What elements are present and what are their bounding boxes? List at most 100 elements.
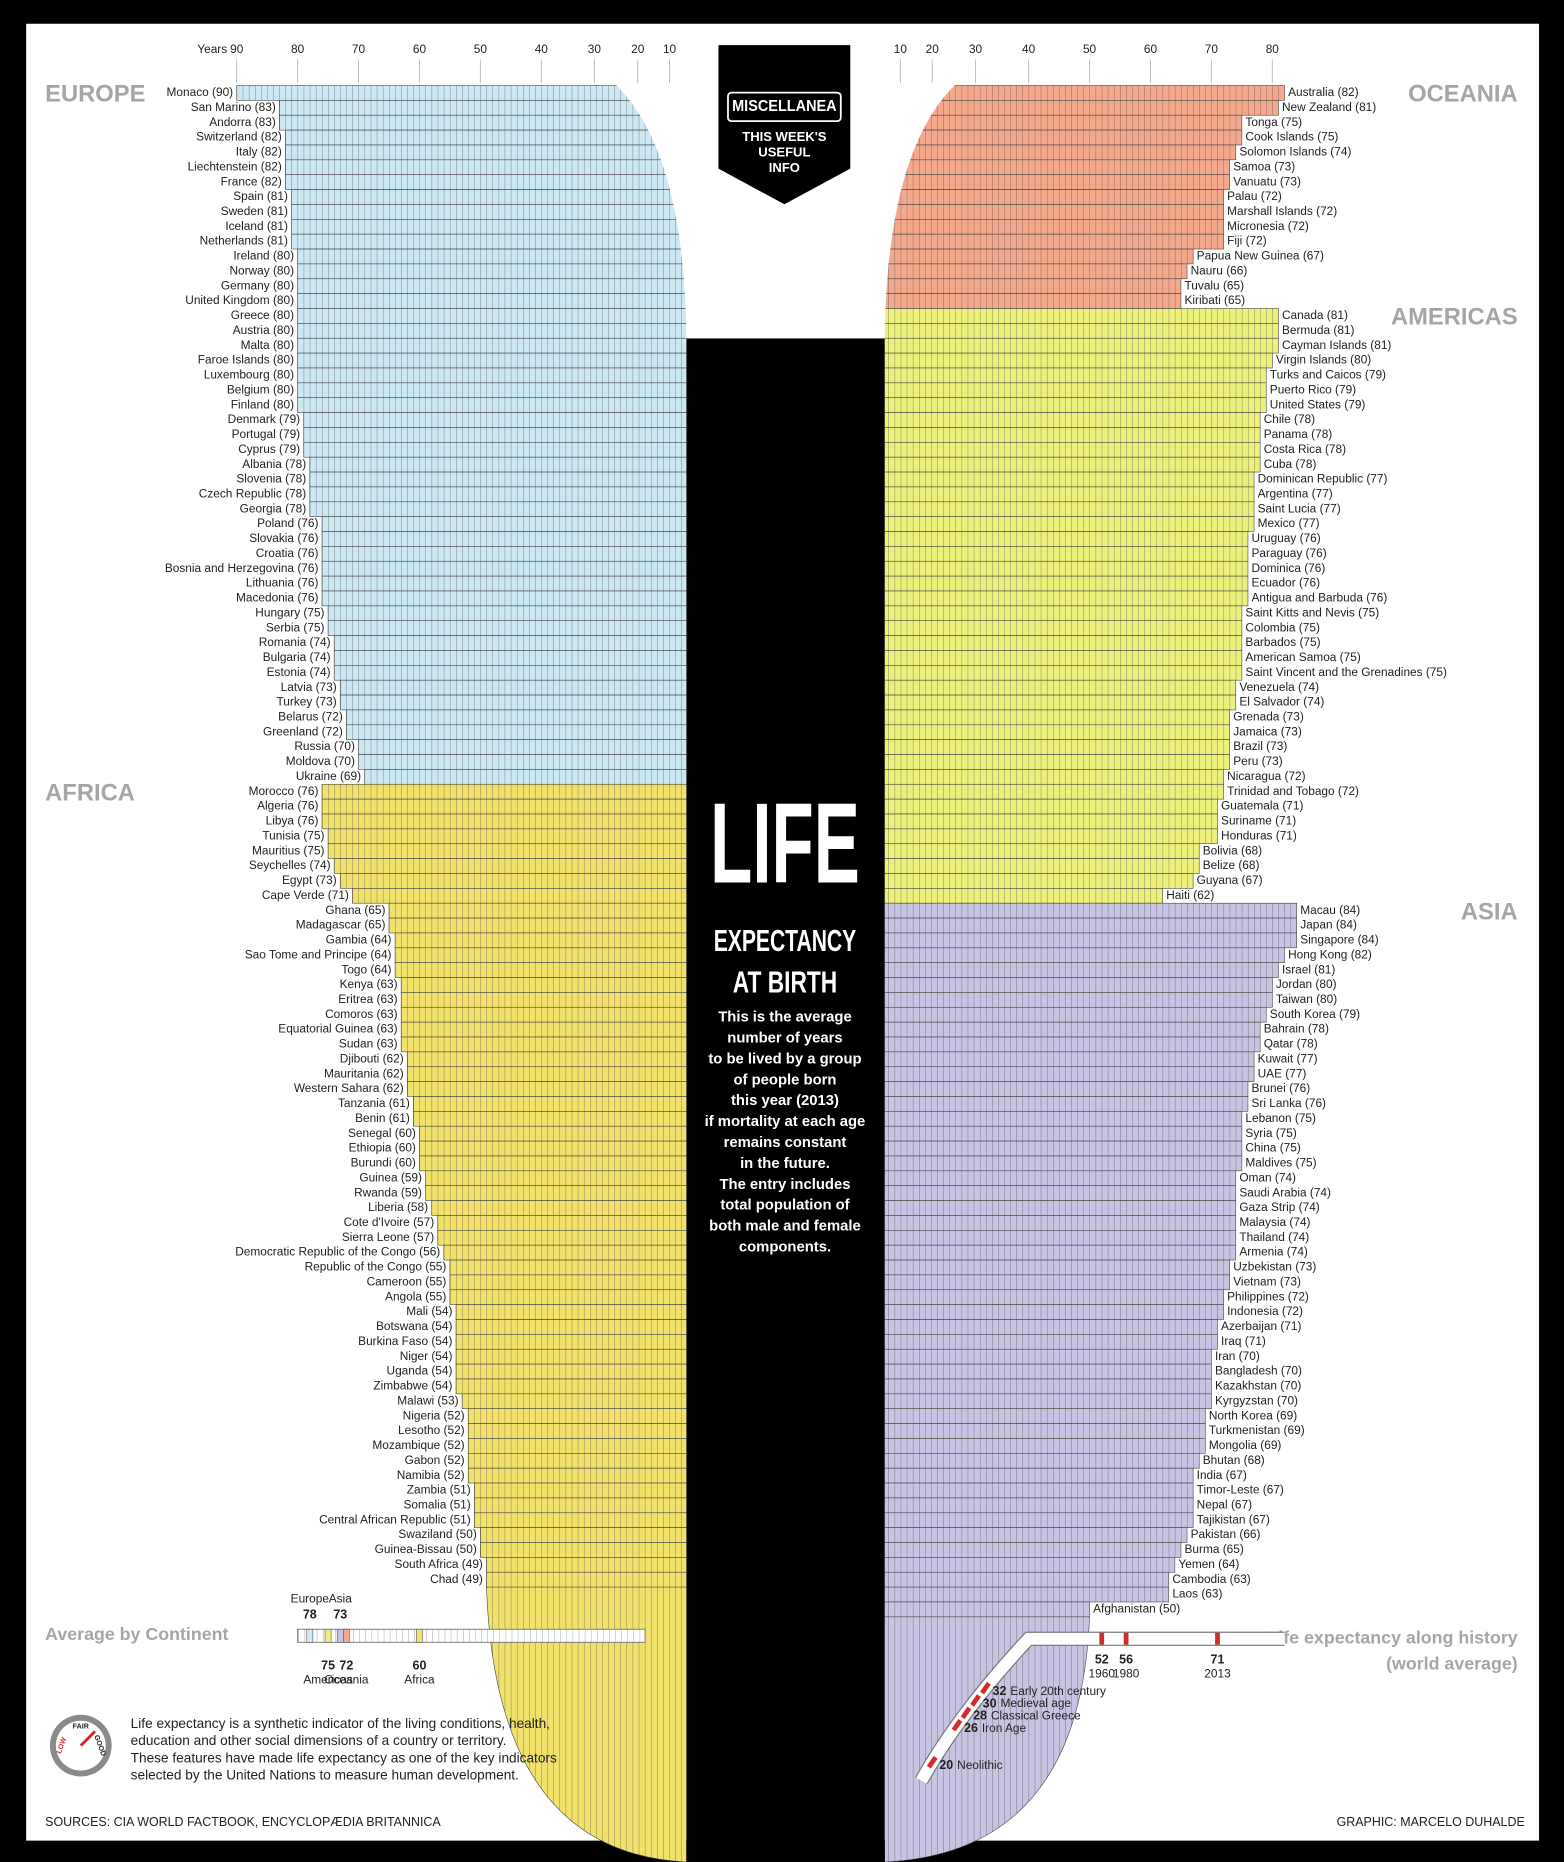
bar-label: Palau (72)	[1227, 189, 1282, 203]
x-tick-label: 90	[230, 42, 244, 56]
bar-label: Slovenia (78)	[236, 472, 306, 486]
bar-label: Grenada (73)	[1233, 710, 1304, 724]
bar-label: Burma (65)	[1185, 1542, 1244, 1556]
x-tick-label: 30	[588, 42, 602, 56]
bar-label: Italy (82)	[236, 145, 282, 159]
description-line: if mortality at each age	[705, 1114, 866, 1130]
note-line: education and other social dimensions of…	[131, 1733, 507, 1748]
bar-label: Switzerland (82)	[196, 130, 282, 144]
bar-label: Thailand (74)	[1239, 1230, 1309, 1244]
bar-label: Democratic Republic of the Congo (56)	[235, 1245, 440, 1259]
bar-label: Portugal (79)	[232, 427, 301, 441]
x-tick-label: 60	[1144, 42, 1158, 56]
bar-label: Greenland (72)	[263, 724, 343, 738]
bar-label: Bulgaria (74)	[263, 650, 331, 664]
gauge-needle	[79, 1730, 97, 1747]
description-line: remains constant	[724, 1135, 847, 1151]
bar-label: El Salvador (74)	[1239, 695, 1324, 709]
bar-label: Zimbabwe (54)	[373, 1379, 452, 1393]
bar-label: Liberia (58)	[368, 1200, 428, 1214]
bar-label: Jordan (80)	[1276, 977, 1337, 991]
bar-label: Belarus (72)	[278, 710, 343, 724]
scale-category: Americas	[303, 1672, 352, 1686]
gauge-icon: LOW FAIR GOOD	[49, 1714, 112, 1777]
history-marker	[970, 1694, 981, 1707]
section-title: Life expectancy along history	[1267, 1627, 1517, 1647]
bar-label: Vanuatu (73)	[1233, 174, 1301, 188]
bar-label: Ukraine (69)	[296, 769, 361, 783]
history-value: 26	[964, 1721, 978, 1735]
badge-line: THIS WEEK'S	[742, 129, 827, 144]
bar-label: American Samoa (75)	[1245, 650, 1360, 664]
note-line: selected by the United Nations to measur…	[131, 1767, 519, 1782]
bar-label: Sudan (63)	[339, 1037, 398, 1051]
continent-label: AFRICA	[45, 779, 135, 806]
bar-label: Namibia (52)	[397, 1468, 465, 1482]
bar-label: Timor-Leste (67)	[1197, 1483, 1284, 1497]
bar-label: Saint Vincent and the Grenadines (75)	[1245, 665, 1447, 679]
bar-label: Bahrain (78)	[1264, 1022, 1329, 1036]
bar-label: Pakistan (66)	[1191, 1527, 1261, 1541]
bar-label: Mozambique (52)	[372, 1438, 464, 1452]
bar-label: Sweden (81)	[221, 204, 288, 218]
bar-label: China (75)	[1245, 1141, 1300, 1155]
bar-label: Ghana (65)	[325, 903, 385, 917]
scale-value: 60	[413, 1658, 427, 1672]
bar-label: South Korea (79)	[1270, 1007, 1360, 1021]
continent-label: EUROPE	[45, 81, 145, 108]
bar-label: Nicaragua (72)	[1227, 769, 1305, 783]
bar-label: Uganda (54)	[387, 1364, 453, 1378]
bar-label: Estonia (74)	[267, 665, 331, 679]
bar-label: Latvia (73)	[281, 680, 337, 694]
bar-label: Burkina Faso (54)	[358, 1334, 452, 1348]
bar-label: Mauritius (75)	[252, 843, 325, 857]
bar-label: Spain (81)	[233, 189, 288, 203]
bar-label: Germany (80)	[221, 278, 294, 292]
scale-strip	[297, 1628, 646, 1643]
sources: SOURCES: CIA WORLD FACTBOOK, ENCYCLOPÆDI…	[45, 1815, 441, 1829]
bar-label: Jamaica (73)	[1233, 724, 1302, 738]
bar-label: Bhutan (68)	[1203, 1453, 1265, 1467]
bar-label: Honduras (71)	[1221, 828, 1297, 842]
scale-marker	[306, 1628, 314, 1643]
bar-label: Finland (80)	[231, 397, 294, 411]
bar-label: France (82)	[221, 174, 282, 188]
history-marker	[926, 1756, 938, 1769]
bar-label: Tuvalu (65)	[1185, 278, 1245, 292]
bar-label: Virgin Islands (80)	[1276, 353, 1371, 367]
bar-label: Angola (55)	[385, 1289, 446, 1303]
bar-label: Comoros (63)	[325, 1007, 398, 1021]
bar-label: Morocco (76)	[249, 784, 319, 798]
bar-label: Japan (84)	[1300, 918, 1357, 932]
history-category: 1960	[1089, 1667, 1116, 1681]
bar-label: Senegal (60)	[348, 1126, 416, 1140]
bar-label: South Africa (49)	[395, 1557, 483, 1571]
history-value: 30	[983, 1696, 997, 1710]
bar-label: Uzbekistan (73)	[1233, 1260, 1316, 1274]
description-line: number of years	[727, 1031, 842, 1047]
x-tick-label: 80	[1266, 42, 1280, 56]
bar-label: Bermuda (81)	[1282, 323, 1355, 337]
bar-label: Libya (76)	[266, 814, 319, 828]
bar-label: Peru (73)	[1233, 754, 1282, 768]
bar-label: Uruguay (76)	[1252, 531, 1321, 545]
bar-label: Somalia (51)	[403, 1497, 470, 1511]
bar-label: Cote d'Ivoire (57)	[344, 1215, 435, 1229]
bar-label: Ecuador (76)	[1252, 576, 1321, 590]
bar-label: Chile (78)	[1264, 412, 1315, 426]
bar-label: Taiwan (80)	[1276, 992, 1337, 1006]
scale-marker	[416, 1628, 423, 1643]
history-value: 71	[1211, 1652, 1225, 1666]
bar-label: Swaziland (50)	[398, 1527, 476, 1541]
bar-label: Greece (80)	[231, 308, 294, 322]
bar-label: Guinea (59)	[359, 1170, 422, 1184]
scale-value: 75	[321, 1658, 335, 1672]
bar-label: Benin (61)	[355, 1111, 410, 1125]
bar-label: Bolivia (68)	[1203, 843, 1262, 857]
bar-label: Micronesia (72)	[1227, 219, 1309, 233]
bar-label: Mali (54)	[406, 1304, 452, 1318]
bar-label: San Marino (83)	[191, 100, 276, 114]
bar-label: Kenya (63)	[340, 977, 398, 991]
bar-label: Russia (70)	[294, 739, 355, 753]
